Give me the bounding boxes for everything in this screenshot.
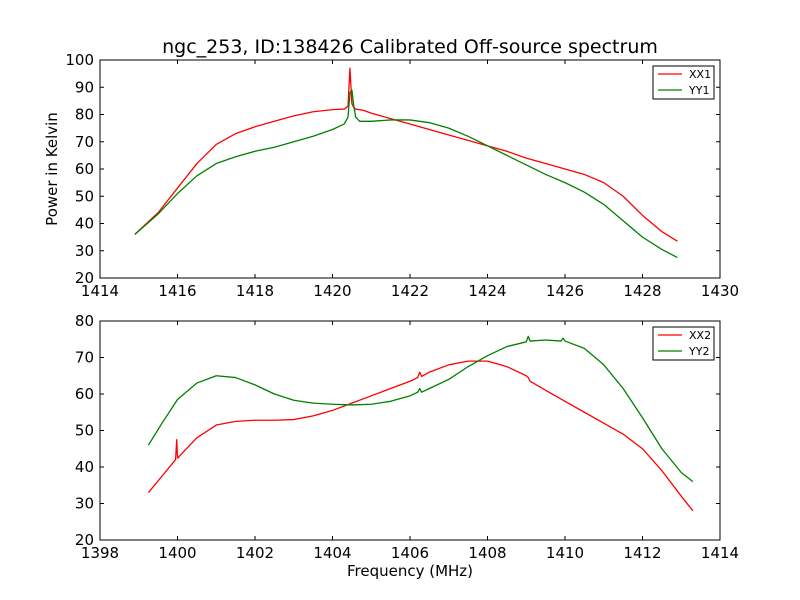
top-x-tick-label: 1414: [81, 282, 119, 300]
top-x-tick-label: 1426: [546, 282, 584, 300]
top-y-tick-label: 30: [75, 242, 94, 260]
bottom-x-tick-label: 1402: [236, 544, 274, 562]
top-x-tick-label: 1428: [623, 282, 661, 300]
bottom-legend: XX2 YY2: [652, 326, 715, 361]
bottom-x-tick-label: 1398: [81, 544, 119, 562]
bottom-subplot: 1398 1400 1402 1404 1406 1408 1410 1412 1414 20 3…: [75, 312, 739, 580]
bottom-legend-box: [652, 326, 715, 361]
top-y-tick-label: 20: [75, 269, 94, 287]
bottom-x-tick-label: 1400: [158, 544, 196, 562]
top-x-tick-label: 1424: [468, 282, 506, 300]
figure-title: ngc_253, ID:138426 Calibrated Off-source…: [162, 36, 658, 58]
top-y-tick-label: 100: [65, 51, 94, 69]
bottom-legend-label-yy2: YY2: [688, 345, 709, 358]
top-plot-area: [134, 67, 678, 259]
top-series-xx1-line: [134, 67, 678, 242]
bottom-x-tick-label: 1410: [546, 544, 584, 562]
top-legend-label-xx1: XX1: [689, 68, 711, 81]
top-y-tick-label: 40: [75, 215, 94, 233]
bottom-legend-label-xx2: XX2: [689, 329, 711, 342]
top-x-tick-label: 1422: [391, 282, 429, 300]
top-legend: XX1 YY1: [652, 65, 715, 100]
bottom-x-tick-label: 1412: [623, 544, 661, 562]
top-y-tick-label: 60: [75, 160, 94, 178]
top-y-tick-label: 50: [75, 187, 94, 205]
bottom-x-axis-label: Frequency (MHz): [347, 562, 473, 580]
top-y-axis-label: Power in Kelvin: [43, 112, 61, 226]
top-y-tick-label: 70: [75, 133, 94, 151]
bottom-y-tick-label: 70: [75, 349, 94, 367]
top-series-yy1-line: [134, 89, 678, 259]
top-x-tick-label: 1418: [236, 282, 274, 300]
bottom-x-ticks: 1398 1400 1402 1404 1406 1408 1410 1412 1414: [81, 321, 739, 562]
bottom-plot-area: [147, 335, 694, 512]
top-x-tick-label: 1430: [701, 282, 739, 300]
top-legend-box: [652, 65, 715, 100]
top-x-ticks: 1414 1416 1418 1420 1422 1424 1426 1428 1430: [81, 60, 739, 300]
top-subplot: 1414 1416 1418 1420 1422 1424 1426 1428 1430 20 3…: [43, 51, 739, 300]
top-legend-label-yy1: YY1: [688, 84, 709, 97]
bottom-y-tick-label: 30: [75, 495, 94, 513]
bottom-x-tick-label: 1408: [468, 544, 506, 562]
bottom-y-tick-label: 20: [75, 531, 94, 549]
bottom-y-ticks: 20 30 40 50 60 70 80: [75, 312, 720, 549]
bottom-series-xx2-line: [147, 360, 694, 512]
bottom-x-tick-label: 1414: [701, 544, 739, 562]
bottom-x-tick-label: 1406: [391, 544, 429, 562]
bottom-y-tick-label: 60: [75, 385, 94, 403]
bottom-y-tick-label: 40: [75, 458, 94, 476]
bottom-x-tick-label: 1404: [313, 544, 351, 562]
bottom-y-tick-label: 50: [75, 422, 94, 440]
bottom-y-tick-label: 80: [75, 312, 94, 330]
top-y-tick-label: 80: [75, 106, 94, 124]
bottom-series-yy2-line: [147, 335, 694, 483]
top-x-tick-label: 1420: [313, 282, 351, 300]
top-y-ticks: 20 30 40 50 60 70 80 90 100: [65, 51, 720, 287]
top-y-tick-label: 90: [75, 78, 94, 96]
top-x-tick-label: 1416: [158, 282, 196, 300]
